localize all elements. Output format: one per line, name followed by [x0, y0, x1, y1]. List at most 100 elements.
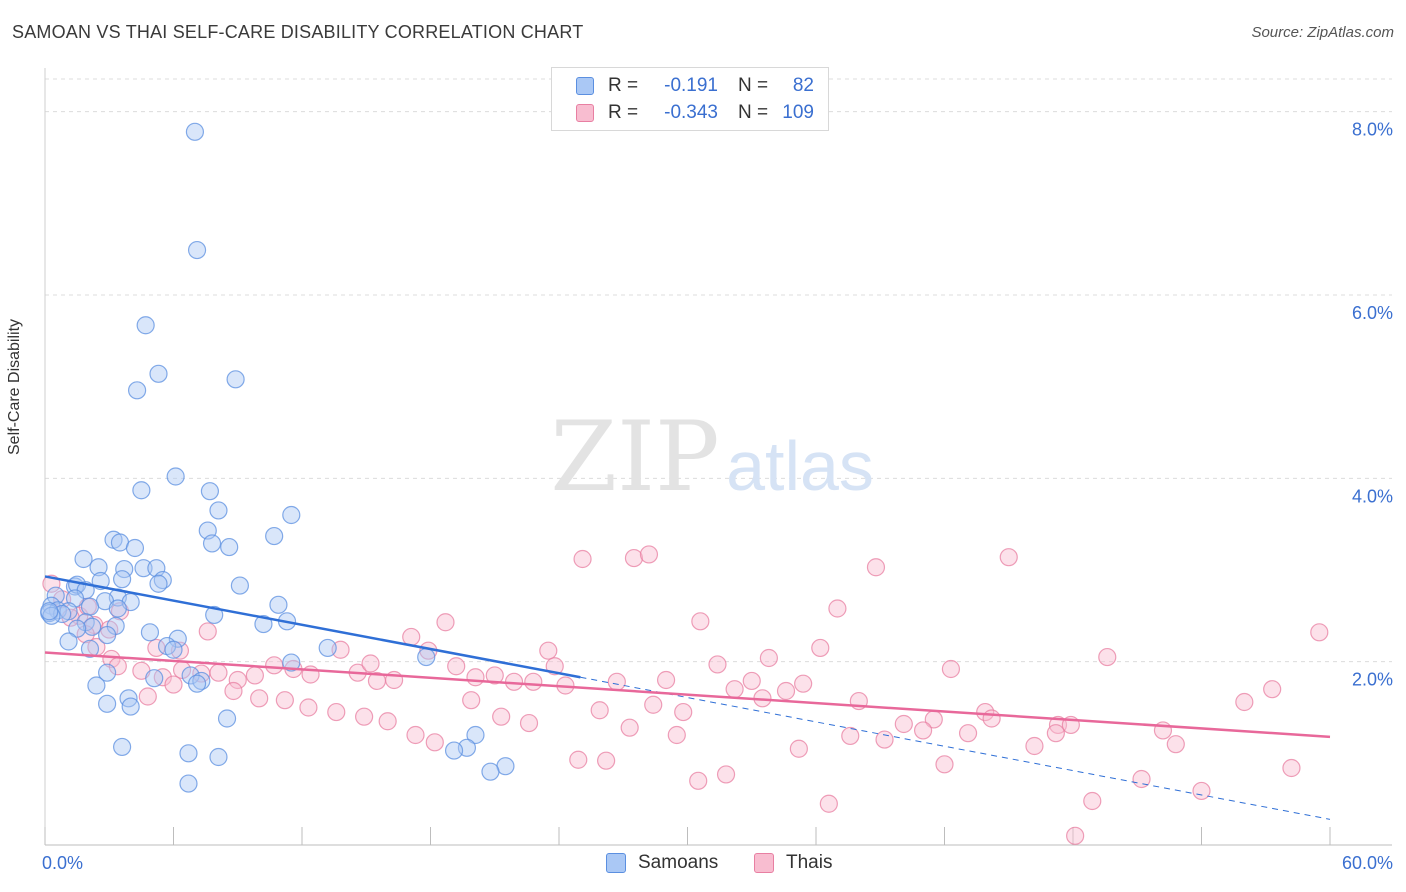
- thai-point: [656, 670, 676, 690]
- thai-point: [941, 659, 961, 679]
- thai-point: [265, 656, 284, 675]
- samoan-point: [226, 370, 245, 389]
- thai-point: [524, 672, 543, 691]
- thai-point: [1235, 692, 1254, 712]
- thai-point: [811, 638, 830, 658]
- samoans-legend-swatch: [606, 853, 626, 873]
- samoan-point: [134, 559, 153, 578]
- thai-point: [875, 730, 894, 749]
- thai-point: [982, 709, 1001, 728]
- thai-point: [689, 771, 708, 790]
- thai-point: [725, 680, 744, 699]
- samoan-point: [74, 549, 93, 569]
- thai-point: [406, 725, 425, 745]
- samoan-point: [140, 623, 160, 642]
- samoan-point: [179, 744, 198, 763]
- thai-point: [667, 725, 686, 745]
- chart-title: SAMOAN VS THAI SELF-CARE DISABILITY CORR…: [12, 22, 584, 42]
- legend-label-samoans: Samoans: [638, 852, 719, 873]
- thai-point: [1263, 680, 1282, 699]
- thai-point: [573, 549, 592, 569]
- n-label: N =: [738, 75, 769, 96]
- samoan-trend-line: [44, 575, 581, 679]
- samoan-point: [269, 595, 288, 614]
- r-value: -0.191: [664, 75, 718, 96]
- n-value: 109: [782, 102, 814, 123]
- x-tick-label: 0.0%: [42, 853, 83, 873]
- samoan-point: [209, 747, 228, 767]
- thai-point: [828, 599, 847, 618]
- samoan-point: [187, 240, 207, 260]
- thai-point: [866, 558, 886, 577]
- y-tick-label: 8.0%: [1352, 120, 1393, 140]
- thai-point: [224, 681, 243, 701]
- thai-point: [597, 751, 616, 770]
- thai-point: [462, 691, 481, 710]
- watermark-atlas: atlas: [726, 427, 874, 505]
- x-tick-label: 60.0%: [1342, 853, 1393, 873]
- thai-point: [841, 726, 860, 746]
- source-credit: Source: ZipAtlas.com: [1251, 24, 1394, 41]
- correlation-legend: R = -0.191 N = 82 R = -0.343 N = 109: [551, 67, 829, 131]
- samoan-point: [200, 482, 220, 501]
- thai-point: [958, 724, 978, 743]
- samoan-point: [209, 501, 228, 520]
- legend-label-thais: Thais: [786, 852, 833, 873]
- thai-point: [138, 687, 157, 706]
- thai-point: [1098, 647, 1117, 667]
- samoan-point: [265, 526, 284, 546]
- samoan-point: [217, 709, 237, 728]
- thai-point: [607, 672, 626, 691]
- samoan-point: [98, 694, 117, 713]
- legend-row-thais: R = -0.343 N = 109: [576, 101, 814, 125]
- samoan-point: [254, 614, 273, 634]
- thai-point: [361, 654, 380, 673]
- samoan-point: [83, 617, 102, 636]
- thai-point: [759, 648, 778, 668]
- samoan-point: [179, 774, 198, 793]
- thai-point: [999, 548, 1018, 567]
- thai-point: [1282, 758, 1301, 778]
- samoan-trend-extension: [580, 676, 1331, 820]
- samoan-point: [149, 364, 168, 383]
- samoan-point: [230, 576, 249, 595]
- thai-point: [1046, 724, 1065, 743]
- thai-point: [1166, 735, 1185, 754]
- thai-point: [402, 627, 421, 647]
- thai-point: [674, 702, 693, 722]
- thai-point: [819, 794, 838, 813]
- thai-point: [742, 671, 761, 691]
- samoan-point: [220, 537, 239, 557]
- samoan-point: [417, 647, 436, 667]
- thai-point: [1310, 623, 1329, 642]
- r-value: -0.343: [664, 102, 718, 123]
- samoan-point: [98, 625, 117, 645]
- r-label: R =: [608, 75, 639, 96]
- n-value: 82: [792, 75, 814, 96]
- thai-point: [935, 755, 954, 774]
- series-legend: Samoans Thais: [0, 852, 1406, 876]
- thai-point: [1083, 791, 1102, 811]
- samoan-point: [80, 639, 100, 658]
- samoan-point: [80, 597, 100, 616]
- samoan-point: [59, 632, 78, 651]
- watermark-zip: ZIP: [550, 401, 719, 513]
- thai-trend-line: [44, 651, 1331, 739]
- samoan-point: [112, 737, 132, 757]
- thai-point: [708, 655, 727, 674]
- samoan-point: [136, 316, 155, 335]
- thai-point: [590, 701, 609, 720]
- thai-point: [299, 698, 318, 717]
- thai-point: [485, 666, 504, 685]
- n-label: N =: [738, 102, 769, 123]
- thai-point: [228, 670, 247, 690]
- legend-item-thais: Thais: [754, 852, 832, 874]
- y-tick-label: 2.0%: [1352, 670, 1393, 690]
- thai-point: [436, 613, 455, 632]
- thai-point: [378, 712, 397, 731]
- samoan-point: [185, 122, 205, 141]
- samoan-point: [164, 640, 183, 659]
- y-tick-label: 4.0%: [1352, 486, 1393, 506]
- thai-point: [250, 689, 269, 708]
